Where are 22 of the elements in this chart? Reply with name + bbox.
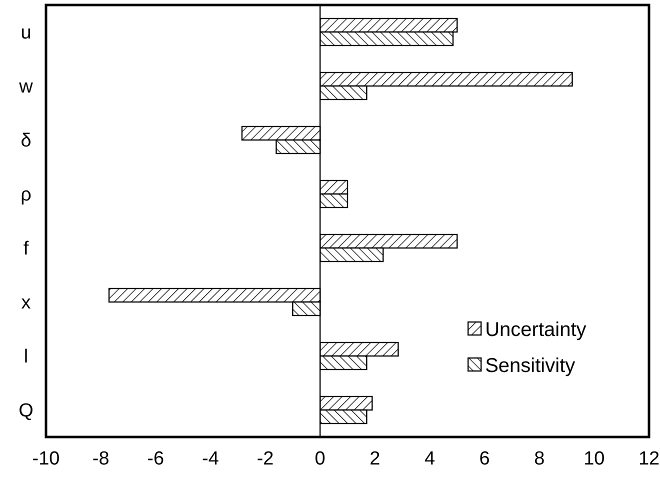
legend-label: Sensitivity	[485, 355, 576, 377]
x-tick-label: 8	[534, 448, 545, 470]
x-tick-label: -6	[147, 448, 164, 470]
y-tick-label: Q	[18, 400, 34, 422]
x-tick-label: -4	[202, 448, 220, 470]
x-tick-label: 12	[638, 448, 660, 470]
legend-label: Uncertainty	[485, 319, 586, 341]
x-tick-label: 2	[370, 448, 380, 470]
y-tick-label: l	[24, 346, 28, 368]
y-tick-label: δ	[20, 130, 32, 152]
y-tick-label: u	[20, 22, 32, 44]
x-tick-label: 6	[479, 448, 490, 470]
y-tick-label: w	[18, 76, 34, 98]
x-tick-label: 10	[584, 448, 605, 470]
x-tick-label: -2	[256, 448, 274, 470]
x-tick-label: -8	[92, 448, 110, 470]
y-tick-label: f	[23, 238, 30, 260]
x-tick-label: 4	[424, 448, 436, 470]
x-tick-label: 0	[314, 448, 326, 470]
y-tick-label: ρ	[20, 184, 32, 206]
x-tick-label: -10	[32, 448, 60, 470]
y-tick-label: x	[21, 292, 32, 314]
